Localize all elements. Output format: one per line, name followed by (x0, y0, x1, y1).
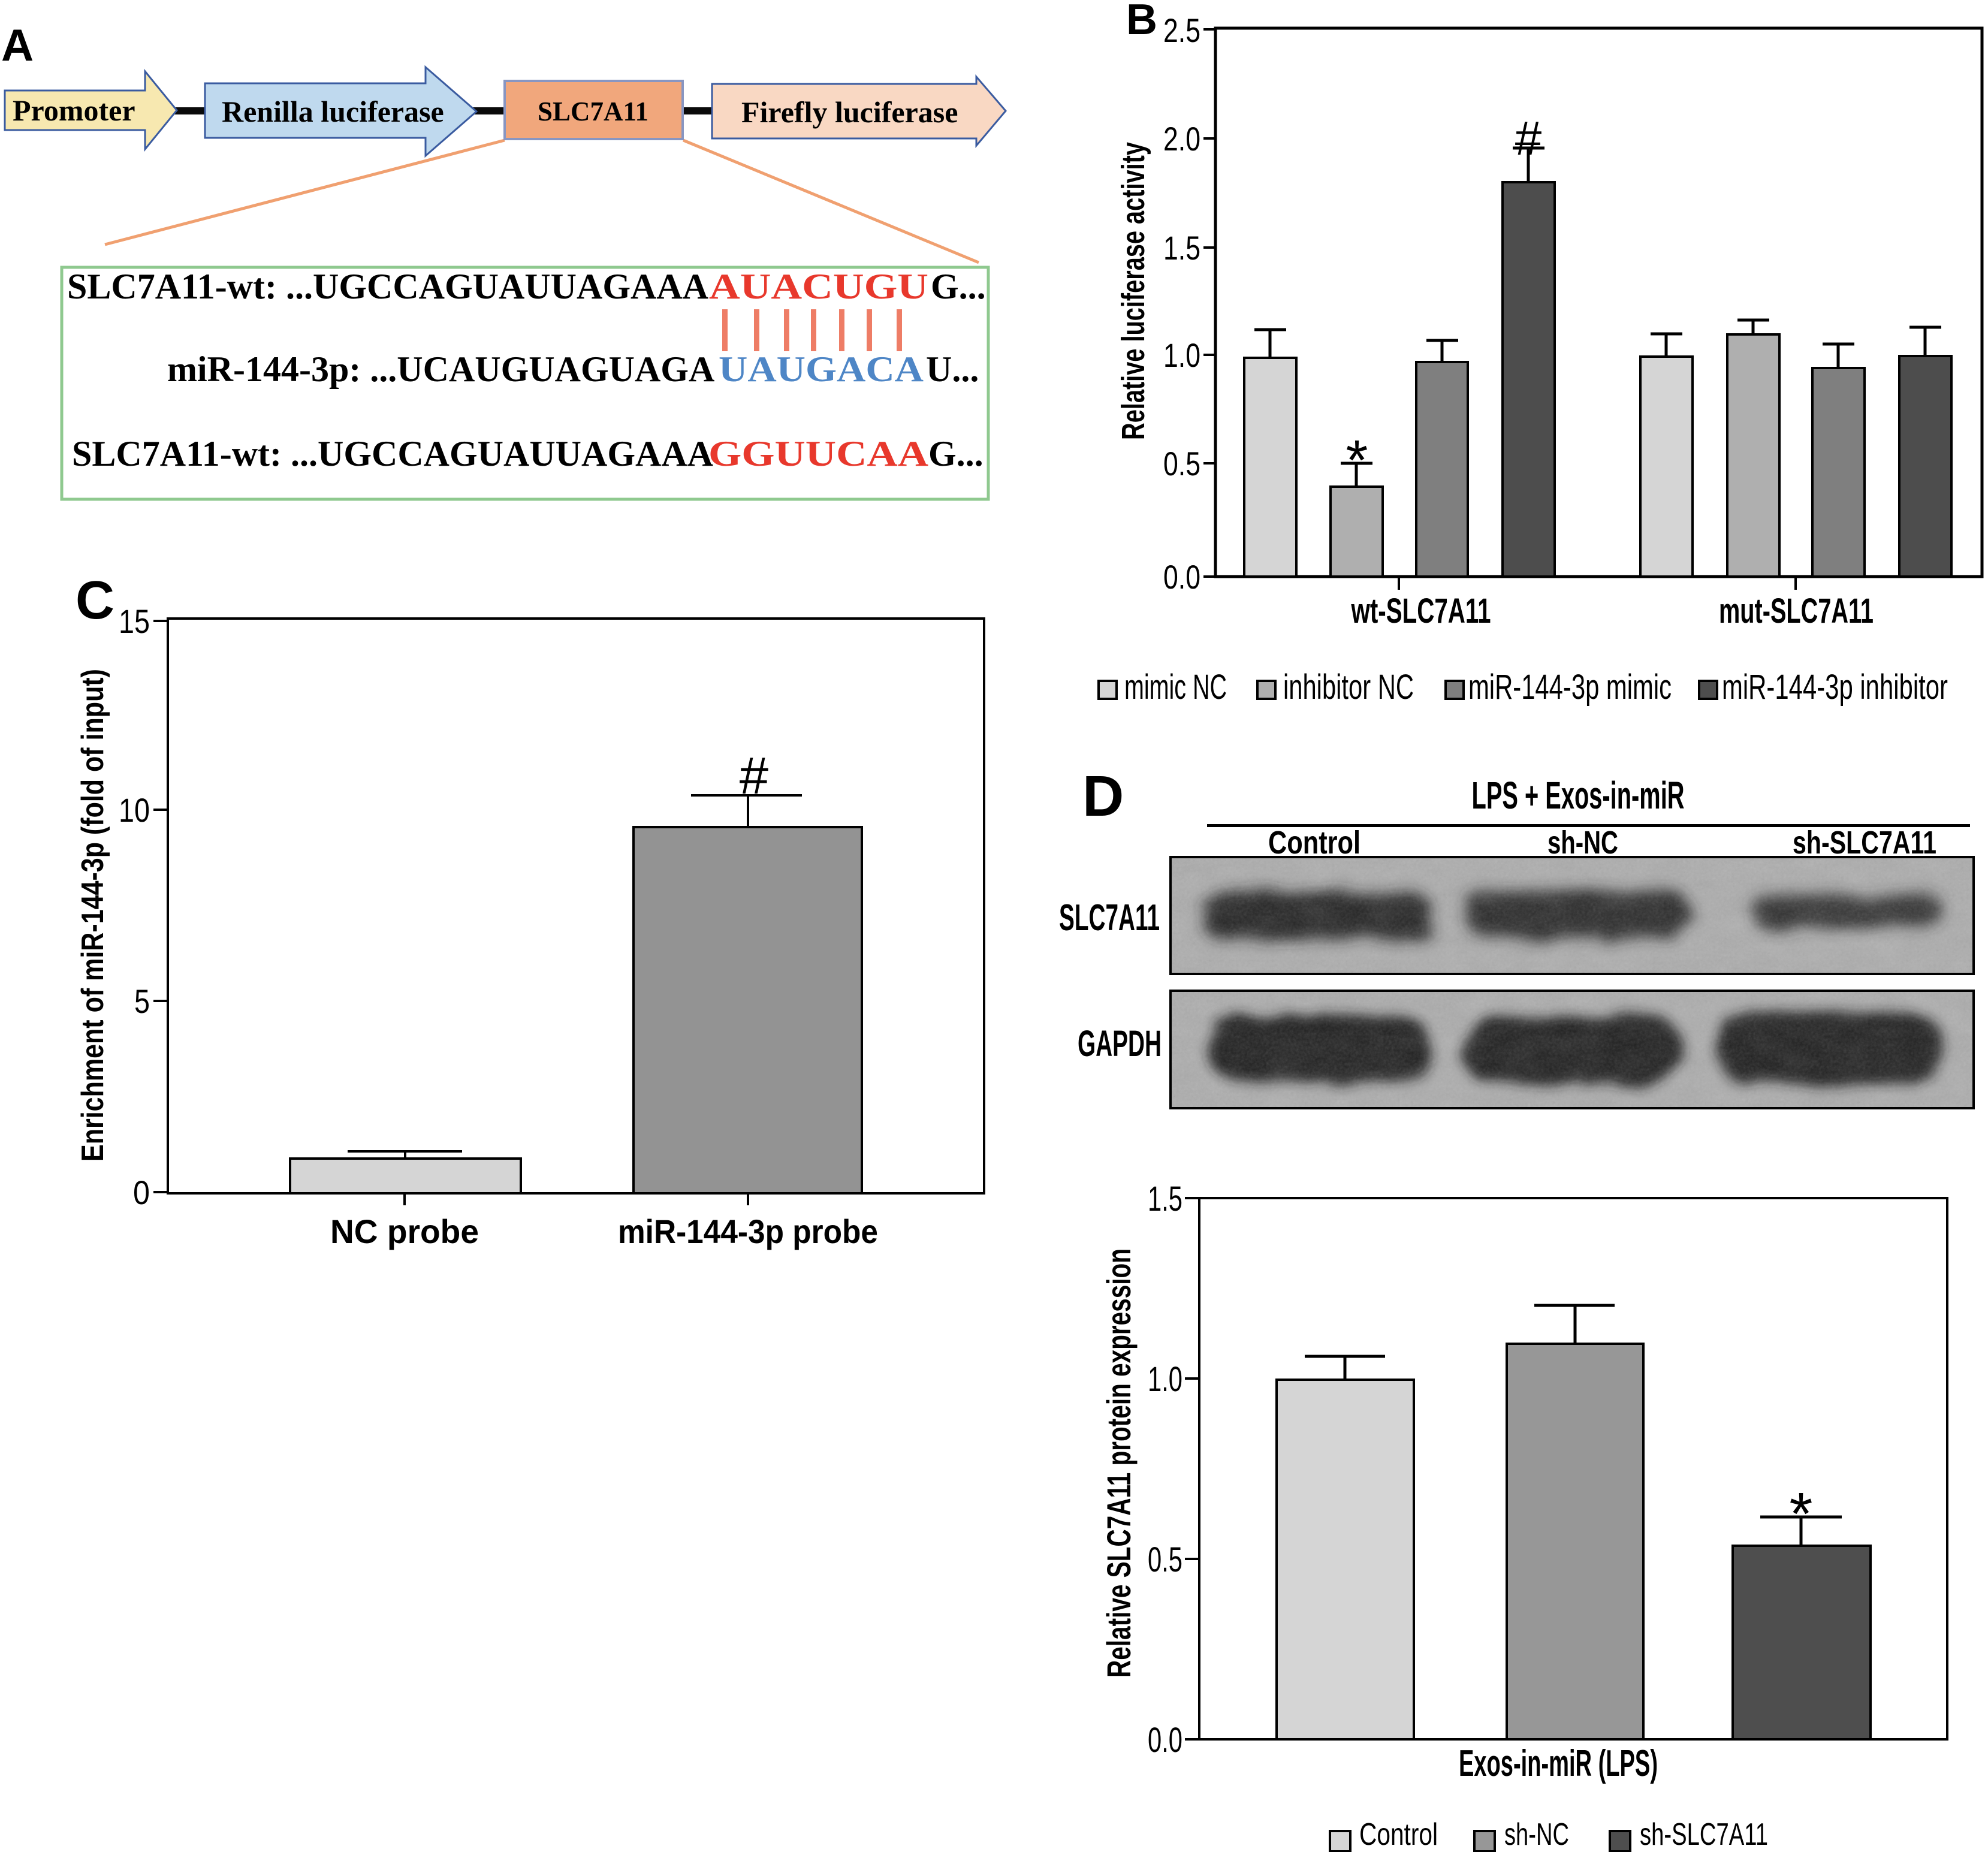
svg-text:sh-NC: sh-NC (1504, 1817, 1569, 1852)
svg-text:#: # (740, 747, 768, 805)
svg-text:UAUGACA: UAUGACA (719, 349, 924, 389)
svg-text:sh-NC: sh-NC (1547, 825, 1618, 861)
svg-text:GAPDH: GAPDH (1078, 1023, 1162, 1064)
svg-text:miR-144-3p: ...UCAUGUAGUAGA: miR-144-3p: ...UCAUGUAGUAGA (167, 349, 714, 389)
svg-text:Renilla luciferase: Renilla luciferase (222, 95, 444, 128)
svg-text:sh-SLC7A11: sh-SLC7A11 (1640, 1817, 1768, 1852)
svg-text:Firefly luciferase: Firefly luciferase (741, 95, 958, 129)
svg-text:B: B (1126, 0, 1157, 44)
svg-text:1.5: 1.5 (1163, 229, 1200, 267)
svg-text:0.0: 0.0 (1163, 558, 1200, 596)
svg-text:miR-144-3p inhibitor: miR-144-3p inhibitor (1722, 668, 1948, 707)
svg-text:GGUUCAA: GGUUCAA (708, 434, 928, 473)
svg-text:NC probe: NC probe (330, 1212, 479, 1250)
svg-text:Control: Control (1268, 825, 1360, 861)
svg-text:G...: G... (928, 434, 984, 473)
svg-text:inhibitor NC: inhibitor NC (1283, 668, 1414, 707)
svg-text:2.5: 2.5 (1163, 11, 1200, 49)
svg-text:SLC7A11: SLC7A11 (1059, 897, 1160, 939)
svg-text:Relative luciferase activity: Relative luciferase activity (1115, 142, 1151, 440)
svg-text:SLC7A11-wt: ...UGCCAGUAUUAGAAA: SLC7A11-wt: ...UGCCAGUAUUAGAAA (72, 434, 713, 473)
svg-text:miR-144-3p mimic: miR-144-3p mimic (1468, 668, 1672, 707)
svg-text:A: A (1, 20, 34, 70)
svg-text:Control: Control (1359, 1817, 1438, 1852)
svg-text:15: 15 (119, 602, 150, 640)
svg-text:10: 10 (119, 791, 150, 829)
svg-text:sh-SLC7A11: sh-SLC7A11 (1793, 825, 1936, 861)
svg-text:LPS + Exos-in-miR: LPS + Exos-in-miR (1472, 774, 1685, 817)
svg-text:wt-SLC7A11: wt-SLC7A11 (1351, 592, 1491, 631)
svg-text:1.0: 1.0 (1163, 336, 1200, 374)
svg-text:5: 5 (134, 982, 150, 1020)
svg-text:U...: U... (926, 349, 979, 389)
svg-text:C: C (76, 571, 114, 631)
svg-text:0.0: 0.0 (1148, 1721, 1182, 1760)
svg-text:miR-144-3p probe: miR-144-3p probe (618, 1212, 878, 1250)
svg-text:#: # (1515, 111, 1542, 165)
svg-text:Exos-in-miR (LPS): Exos-in-miR (LPS) (1459, 1743, 1658, 1784)
svg-text:0.5: 0.5 (1148, 1540, 1182, 1579)
svg-text:D: D (1082, 764, 1124, 828)
svg-text:*: * (1790, 1480, 1813, 1548)
svg-text:0: 0 (133, 1174, 150, 1211)
svg-text:mut-SLC7A11: mut-SLC7A11 (1719, 592, 1874, 631)
svg-text:Relative SLC7A11 protein expre: Relative SLC7A11 protein expression (1100, 1248, 1138, 1678)
svg-text:SLC7A11: SLC7A11 (538, 96, 648, 126)
svg-text:*: * (1346, 429, 1368, 492)
svg-text:1.0: 1.0 (1148, 1360, 1182, 1399)
svg-text:AUACUGU: AUACUGU (709, 267, 928, 306)
svg-text:G...: G... (931, 267, 986, 306)
svg-text:mimic NC: mimic NC (1124, 668, 1227, 707)
svg-text:0.5: 0.5 (1163, 445, 1200, 482)
svg-text:Enrichment of miR-144-3p (fold: Enrichment of miR-144-3p (fold of input) (76, 669, 110, 1162)
svg-text:SLC7A11-wt: ...UGCCAGUAUUAGAAA: SLC7A11-wt: ...UGCCAGUAUUAGAAA (67, 267, 708, 306)
svg-text:Promoter: Promoter (13, 93, 135, 127)
svg-text:1.5: 1.5 (1148, 1180, 1182, 1218)
svg-text:2.0: 2.0 (1163, 120, 1200, 158)
